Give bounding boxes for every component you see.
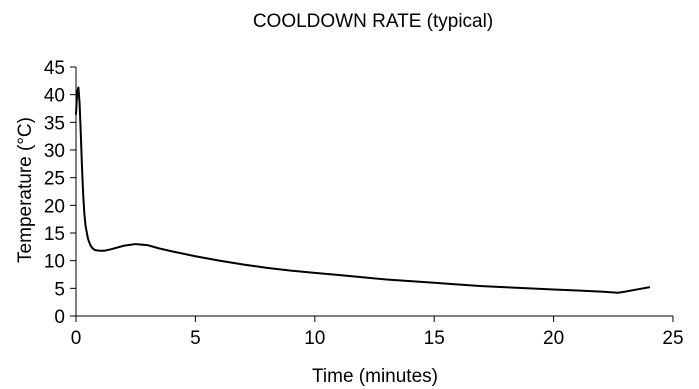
y-tick-label: 25 bbox=[44, 169, 65, 190]
series-line bbox=[75, 86, 651, 294]
x-tick-label: 25 bbox=[662, 328, 683, 349]
x-tick-label: 20 bbox=[543, 328, 564, 349]
y-axis-label: Temperature (°C) bbox=[15, 117, 36, 263]
y-tick-label: 0 bbox=[54, 307, 65, 328]
x-tick-label: 5 bbox=[190, 328, 201, 349]
x-tick-label: 0 bbox=[71, 328, 82, 349]
y-tick-label: 20 bbox=[44, 196, 65, 217]
chart-title: COOLDOWN RATE (typical) bbox=[253, 11, 493, 32]
x-tick-label: 10 bbox=[304, 328, 325, 349]
x-tick-label: 15 bbox=[424, 328, 445, 349]
x-axis-label: Time (minutes) bbox=[312, 366, 438, 387]
y-tick-label: 5 bbox=[54, 279, 65, 300]
plot-area: 0 5 10 15 20 25 0 5 10 15 20 25 30 35 40 45 bbox=[44, 58, 684, 349]
y-tick-label: 10 bbox=[44, 252, 65, 273]
y-tick-label: 45 bbox=[44, 58, 65, 79]
y-tick-label: 15 bbox=[44, 224, 65, 245]
y-tick-label: 30 bbox=[44, 141, 65, 162]
y-tick-label: 35 bbox=[44, 113, 65, 134]
y-tick-label: 40 bbox=[44, 86, 65, 107]
